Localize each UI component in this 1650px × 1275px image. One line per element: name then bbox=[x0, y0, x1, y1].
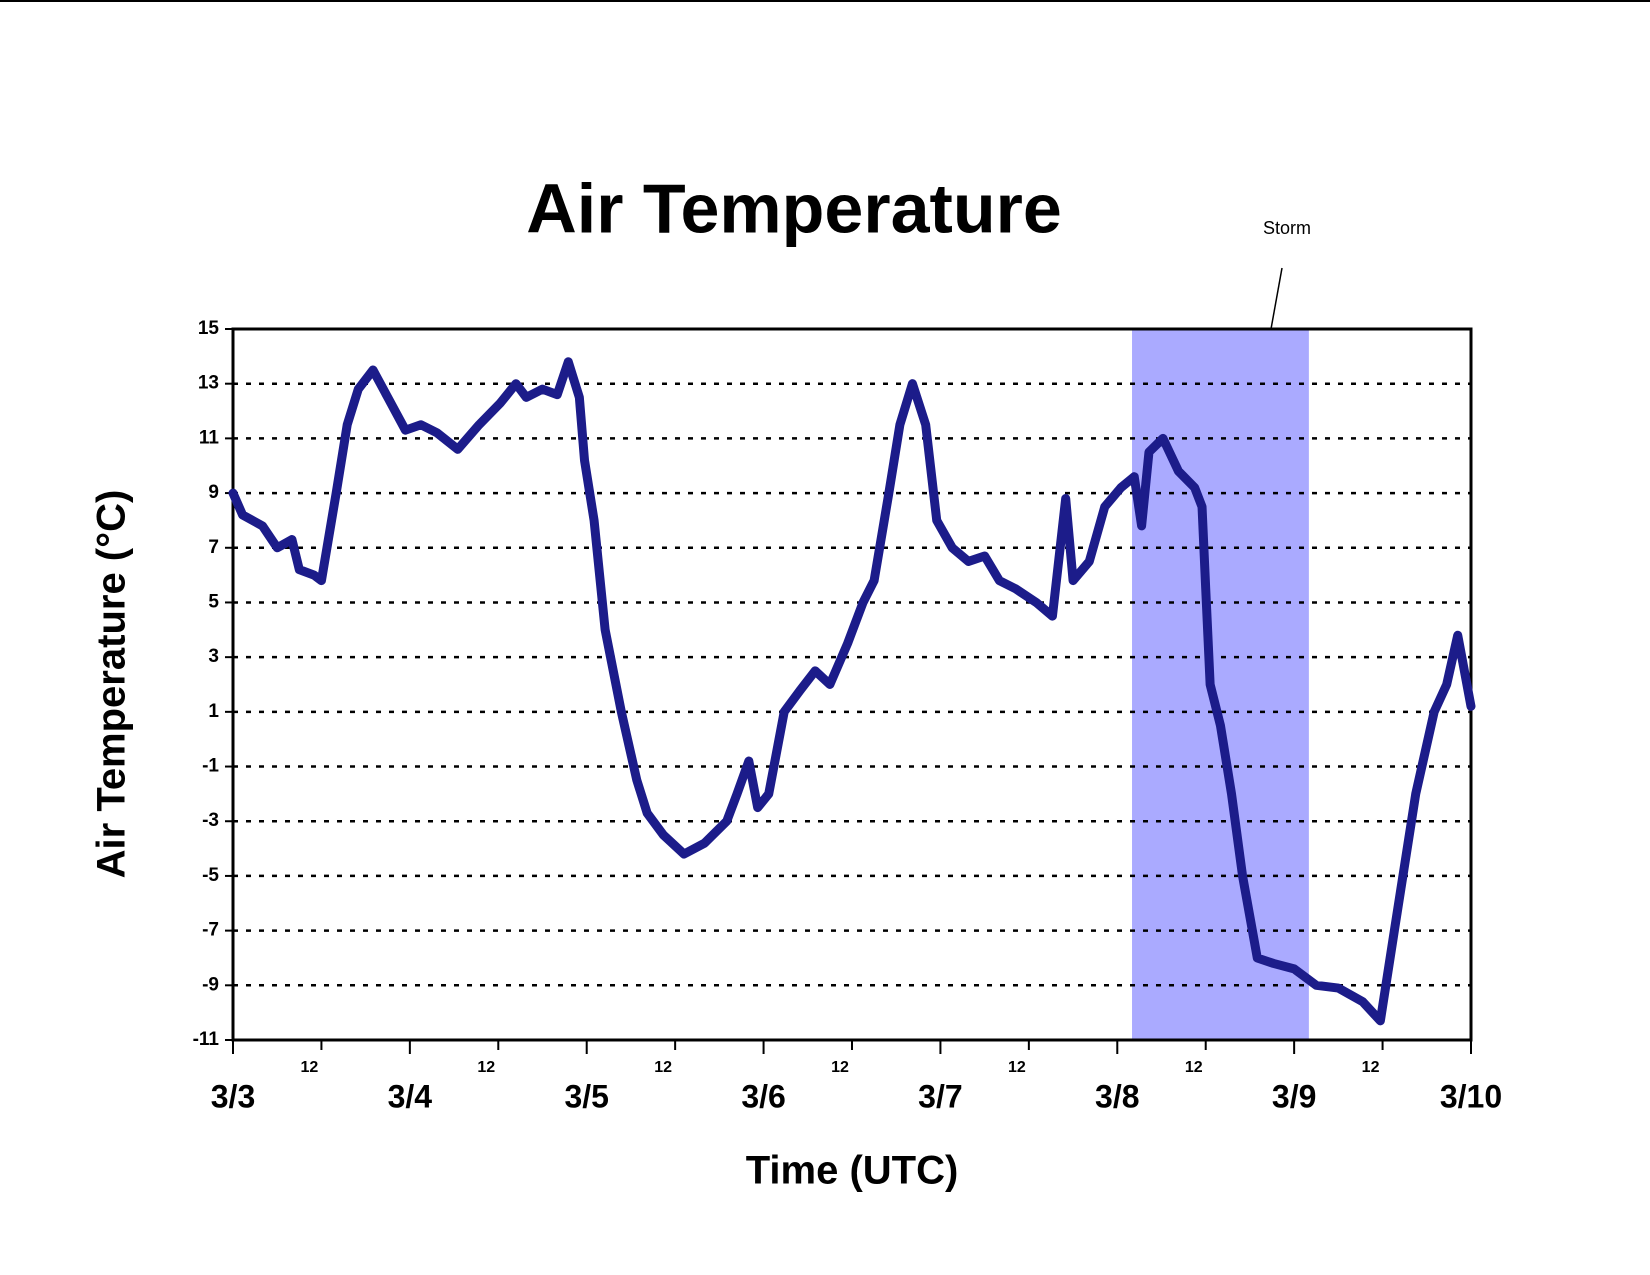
y-tick-label: 7 bbox=[208, 537, 219, 558]
y-axis-title: Air Temperature (°C) bbox=[90, 490, 134, 879]
y-tick-label: -1 bbox=[202, 756, 219, 777]
annotation-leader bbox=[1270, 267, 1283, 330]
x-minor-label: 12 bbox=[654, 1059, 672, 1076]
y-tick-label: 3 bbox=[208, 646, 219, 667]
x-tick-label: 3/10 bbox=[1440, 1078, 1502, 1114]
x-tick-label: 3/8 bbox=[1095, 1078, 1139, 1114]
y-tick-label: -11 bbox=[193, 1029, 220, 1050]
x-minor-label: 12 bbox=[1185, 1059, 1203, 1076]
annotation-label: Storm bbox=[1263, 218, 1311, 238]
x-tick-label: 3/6 bbox=[741, 1078, 785, 1114]
y-tick-label: 5 bbox=[208, 591, 219, 612]
y-tick-label: -5 bbox=[202, 865, 219, 886]
x-minor-label: 12 bbox=[477, 1059, 495, 1076]
plot-layer: -11-9-7-5-3-1135791113153/3123/4123/5123… bbox=[193, 318, 1503, 1114]
x-tick-label: 3/9 bbox=[1272, 1078, 1316, 1114]
y-tick-label: 15 bbox=[198, 318, 220, 339]
y-tick-label: -7 bbox=[202, 920, 219, 941]
x-tick-label: 3/3 bbox=[211, 1078, 255, 1114]
y-tick-label: -9 bbox=[202, 974, 219, 995]
x-tick-label: 3/7 bbox=[918, 1078, 962, 1114]
y-tick-label: 13 bbox=[198, 373, 219, 394]
temperature-line bbox=[228, 357, 1476, 1026]
storm-band bbox=[1132, 329, 1309, 1040]
y-tick-label: -3 bbox=[202, 810, 219, 831]
x-axis-title: Time (UTC) bbox=[746, 1149, 959, 1193]
x-tick-label: 3/5 bbox=[564, 1078, 608, 1114]
x-minor-label: 12 bbox=[1008, 1059, 1026, 1076]
y-tick-label: 11 bbox=[199, 427, 220, 448]
x-tick-label: 3/4 bbox=[388, 1078, 433, 1114]
x-minor-label: 12 bbox=[301, 1059, 319, 1076]
y-tick-label: 9 bbox=[208, 482, 219, 503]
x-minor-label: 12 bbox=[831, 1059, 849, 1076]
x-minor-label: 12 bbox=[1362, 1059, 1380, 1076]
chart-title: Air Temperature bbox=[526, 169, 1062, 247]
y-tick-label: 1 bbox=[208, 701, 219, 722]
